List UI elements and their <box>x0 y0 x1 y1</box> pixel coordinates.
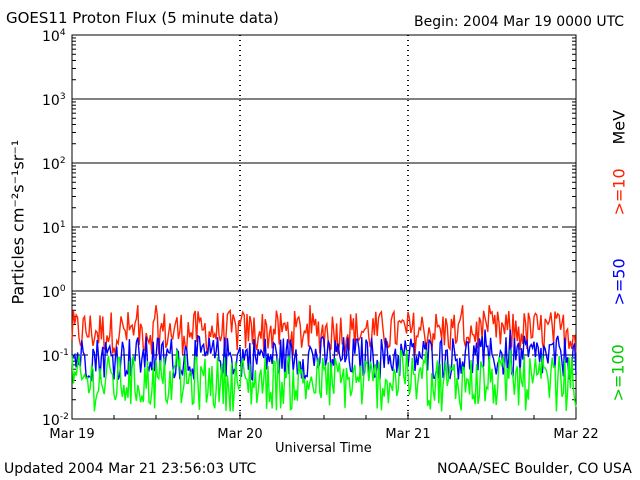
y-tick-label: 103 <box>42 92 66 109</box>
x-tick-label: Mar 20 <box>217 427 262 442</box>
x-axis-label: Universal Time <box>275 441 372 456</box>
updated-timestamp: Updated 2004 Mar 21 23:56:03 UTC <box>4 461 257 477</box>
y-tick-label: 104 <box>42 28 66 45</box>
y-axis-label: Particles cm⁻²s⁻¹sr⁻¹ <box>8 139 28 305</box>
y-tick-label: 10-2 <box>42 412 69 429</box>
legend-series-100: >=100 <box>608 344 628 402</box>
series-trace-ge100 <box>71 349 577 412</box>
series-trace-ge50 <box>71 329 577 383</box>
y-tick-label: 102 <box>42 156 66 173</box>
x-tick-label: Mar 21 <box>385 427 430 442</box>
begin-time: Begin: 2004 Mar 19 0000 UTC <box>414 14 625 30</box>
y-tick-label: 101 <box>42 220 66 237</box>
credit-text: NOAA/SEC Boulder, CO USA <box>437 461 632 477</box>
legend-series-10: >=10 <box>609 168 629 216</box>
chart-title: GOES11 Proton Flux (5 minute data) <box>6 9 279 27</box>
legend-series-50: >=50 <box>609 258 629 306</box>
x-tick-label: Mar 22 <box>553 427 598 442</box>
legend-unit: MeV <box>609 109 629 145</box>
y-tick-label: 100 <box>42 284 66 301</box>
x-tick-label: Mar 19 <box>49 427 94 442</box>
y-tick-label: 10-1 <box>42 348 69 365</box>
